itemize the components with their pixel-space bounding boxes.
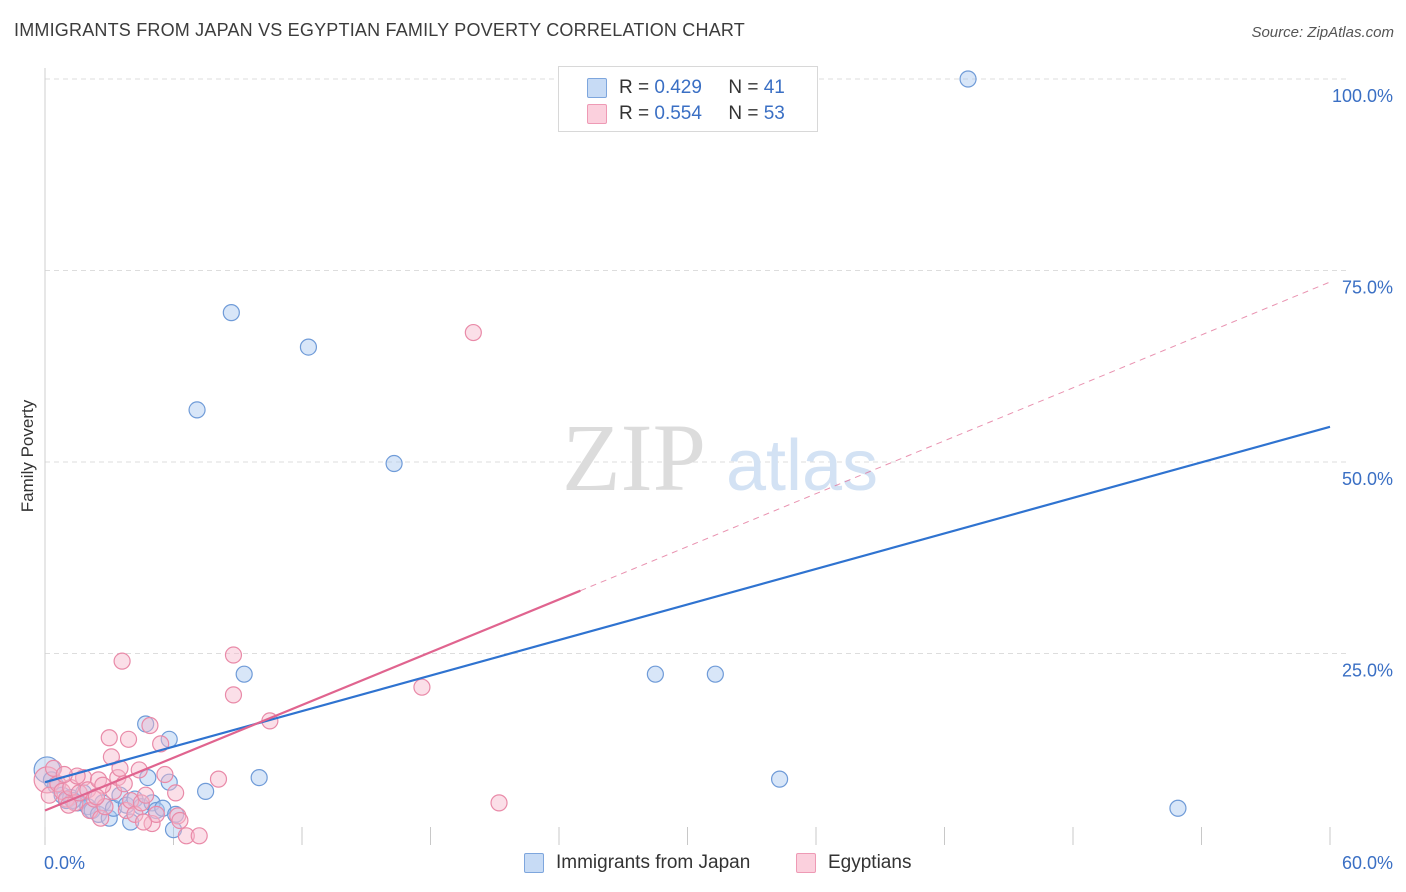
y-tick-label: 100.0%: [1332, 86, 1393, 106]
data-point-egyptians: [117, 801, 135, 820]
data-point-egyptians: [190, 827, 208, 845]
data-point-egyptians: [119, 730, 138, 748]
x-tick-label: 60.0%: [1342, 853, 1393, 873]
data-point-egyptians: [141, 716, 159, 735]
y-tick-label: 75.0%: [1342, 278, 1393, 298]
data-point-egyptians: [134, 813, 153, 831]
data-point-egyptians: [143, 814, 161, 833]
data-point-egyptians: [224, 686, 243, 704]
grid-lines: [45, 78, 1350, 654]
data-point-egyptians: [209, 770, 228, 788]
data-point-japan: [197, 782, 215, 800]
legend-r-value-japan: 0.429: [654, 77, 702, 98]
legend-n-value-egyptians: 53: [763, 103, 785, 124]
axes: [44, 68, 1331, 845]
data-point-japan: [250, 768, 268, 787]
bottom-legend-swatch-blue: [524, 853, 544, 873]
legend-swatch-pink: [587, 104, 607, 124]
watermark-atlas: atlas: [726, 426, 878, 506]
bottom-legend-label-egyptians: Egyptians: [828, 852, 912, 873]
data-point-egyptians: [100, 729, 118, 747]
data-point-egyptians: [152, 735, 170, 753]
correlation-legend: R = 0.429 N = 41 R = 0.554 N = 53: [558, 66, 818, 132]
chart-title: IMMIGRANTS FROM JAPAN VS EGYPTIAN FAMILY…: [14, 20, 745, 40]
legend-n-label: N =: [728, 77, 759, 98]
trend-extension-egyptians: [580, 281, 1331, 592]
legend-r-label: R =: [619, 77, 650, 98]
legend-n-value-japan: 41: [763, 77, 785, 98]
tick-labels: 25.0% 50.0% 75.0% 100.0% 0.0% 60.0%: [44, 86, 1393, 873]
data-point-japan: [770, 770, 789, 788]
data-point-egyptians: [171, 811, 189, 830]
data-point-egyptians: [464, 323, 482, 342]
data-point-japan: [235, 665, 253, 683]
source-label: Source: ZipAtlas.com: [1251, 24, 1394, 41]
legend-n-label: N =: [728, 103, 759, 124]
trend-line-egyptians: [44, 589, 581, 812]
watermark: ZIP atlas: [562, 404, 878, 511]
data-point-japan: [299, 338, 318, 356]
legend-r-value-egyptians: 0.554: [654, 103, 702, 124]
legend-r-label: R =: [619, 103, 650, 124]
x-tick-label: 0.0%: [44, 853, 85, 873]
watermark-zip: ZIP: [562, 404, 706, 511]
data-point-japan: [188, 401, 206, 419]
trend-lines: [44, 281, 1331, 812]
y-tick-label: 50.0%: [1342, 469, 1393, 489]
data-point-egyptians: [122, 791, 140, 810]
legend-swatch-blue: [587, 78, 607, 98]
bottom-legend-label-japan: Immigrants from Japan: [556, 852, 751, 873]
data-point-egyptians: [33, 766, 61, 794]
data-point-japan: [706, 665, 724, 683]
data-point-japan: [385, 454, 403, 473]
data-point-japan: [959, 70, 977, 88]
data-point-egyptians: [147, 805, 165, 823]
data-point-japan: [646, 665, 664, 683]
data-point-japan: [1169, 799, 1187, 817]
data-point-egyptians: [413, 678, 431, 696]
bottom-legend-swatch-pink: [796, 853, 816, 873]
data-point-egyptians: [40, 786, 58, 804]
data-point-egyptians: [224, 646, 243, 664]
data-point-egyptians: [156, 765, 174, 784]
data-point-egyptians: [177, 827, 195, 845]
y-tick-label: 25.0%: [1342, 661, 1393, 681]
data-point-egyptians: [137, 786, 155, 804]
data-point-egyptians: [113, 652, 131, 670]
data-point-japan: [222, 304, 240, 322]
data-point-egyptians: [167, 784, 185, 802]
data-point-egyptians: [490, 794, 508, 812]
